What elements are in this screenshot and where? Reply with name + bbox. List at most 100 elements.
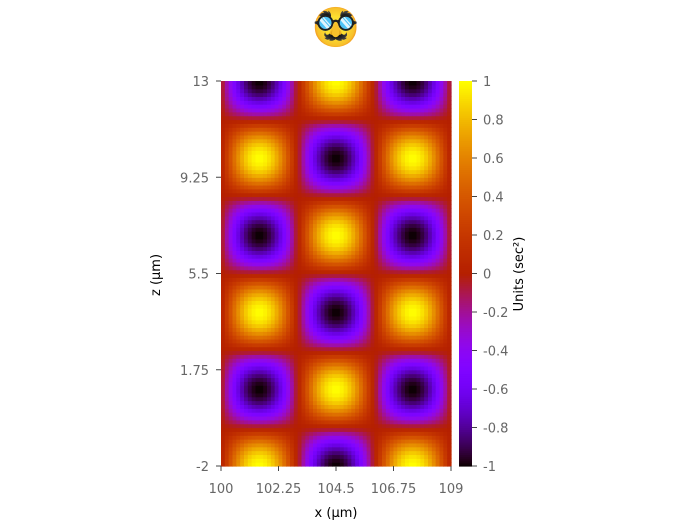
heatmap-cell	[255, 323, 260, 328]
heatmap-cell	[309, 408, 314, 413]
heatmap-cell	[401, 381, 406, 386]
heatmap-cell	[267, 138, 272, 144]
heatmap-cell	[301, 111, 306, 117]
heatmap-cell	[309, 246, 314, 251]
heatmap-cell	[278, 246, 283, 251]
heatmap-cell	[255, 354, 260, 359]
heatmap-cell	[374, 462, 379, 467]
heatmap-cell	[305, 134, 310, 140]
heatmap-cell	[336, 150, 341, 155]
heatmap-cell	[389, 250, 395, 255]
heatmap-cell	[297, 119, 303, 124]
heatmap-cell	[228, 177, 234, 182]
heatmap-cell	[267, 354, 272, 359]
heatmap-cell	[374, 150, 379, 155]
heatmap-cell	[351, 84, 356, 90]
heatmap-cell	[336, 208, 341, 213]
heatmap-cell	[278, 396, 283, 402]
heatmap-cell	[274, 373, 280, 379]
heatmap-cell	[224, 115, 230, 121]
heatmap-cell	[309, 173, 314, 178]
heatmap-cell	[405, 362, 410, 367]
heatmap-cell	[320, 134, 326, 140]
heatmap-cell	[389, 88, 395, 94]
heatmap-cell	[282, 435, 287, 440]
heatmap-cell	[405, 242, 410, 248]
heatmap-cell	[359, 281, 364, 286]
heatmap-cell	[228, 331, 234, 336]
heatmap-cell	[240, 84, 245, 90]
heatmap-cell	[370, 111, 375, 117]
heatmap-cell	[336, 161, 341, 167]
heatmap-cell	[374, 246, 379, 251]
heatmap-cell	[339, 238, 345, 244]
heatmap-cell	[278, 173, 283, 178]
heatmap-cell	[397, 219, 402, 225]
heatmap-cell	[320, 292, 326, 298]
heatmap-cell	[382, 342, 387, 348]
heatmap-cell	[301, 327, 306, 332]
heatmap-cell	[274, 223, 280, 228]
heatmap-cell	[355, 431, 360, 436]
heatmap-cell	[320, 273, 326, 278]
heatmap-cell	[370, 396, 375, 402]
heatmap-cell	[305, 181, 310, 186]
heatmap-cell	[228, 246, 234, 251]
heatmap-cell	[255, 250, 260, 255]
heatmap-cell	[366, 250, 372, 255]
heatmap-cell	[336, 450, 341, 456]
heatmap-cell	[282, 92, 287, 97]
heatmap-cell	[270, 288, 276, 294]
heatmap-cell	[336, 231, 341, 236]
heatmap-cell	[297, 142, 303, 148]
heatmap-cell	[362, 365, 368, 371]
heatmap-cell	[389, 123, 395, 128]
heatmap-cell	[255, 215, 260, 221]
heatmap-cell	[305, 431, 310, 436]
heatmap-cell	[359, 358, 364, 363]
heatmap-cell	[389, 223, 395, 228]
heatmap-cell	[382, 300, 387, 305]
heatmap-cell	[221, 208, 226, 213]
heatmap-cell	[290, 188, 295, 194]
heatmap-cell	[251, 385, 257, 390]
heatmap-cell	[343, 281, 349, 286]
heatmap-cell	[278, 192, 283, 198]
heatmap-cell	[232, 119, 237, 124]
heatmap-cell	[224, 396, 230, 402]
heatmap-cell	[332, 304, 337, 309]
heatmap-cell	[351, 335, 356, 340]
heatmap-cell	[397, 308, 402, 313]
heatmap-cell	[286, 219, 291, 225]
heatmap-cell	[309, 404, 314, 409]
heatmap-cell	[263, 381, 268, 386]
heatmap-cell	[359, 373, 364, 379]
heatmap-cell	[393, 142, 398, 148]
heatmap-cell	[221, 435, 226, 440]
heatmap-cell	[297, 227, 303, 232]
heatmap-cell	[282, 362, 287, 367]
heatmap-cell	[336, 219, 341, 225]
heatmap-cell	[408, 346, 414, 352]
heatmap-cell	[385, 373, 391, 379]
heatmap-cell	[259, 88, 264, 94]
heatmap-cell	[259, 188, 264, 194]
heatmap-cell	[385, 223, 391, 228]
heatmap-cell	[382, 142, 387, 148]
heatmap-cell	[270, 335, 276, 340]
heatmap-cell	[224, 404, 230, 409]
heatmap-cell	[405, 412, 410, 417]
heatmap-cell	[382, 96, 387, 101]
heatmap-cell	[247, 177, 253, 182]
heatmap-cell	[393, 131, 398, 136]
heatmap-cell	[228, 346, 234, 352]
heatmap-cell	[336, 369, 341, 375]
heatmap-cell	[270, 231, 276, 236]
heatmap-cell	[240, 96, 245, 101]
heatmap-cell	[382, 154, 387, 159]
heatmap-cell	[370, 385, 375, 390]
heatmap-cell	[301, 381, 306, 386]
heatmap-cell	[397, 92, 402, 97]
heatmap-cell	[339, 177, 345, 182]
heatmap-cell	[259, 454, 264, 459]
